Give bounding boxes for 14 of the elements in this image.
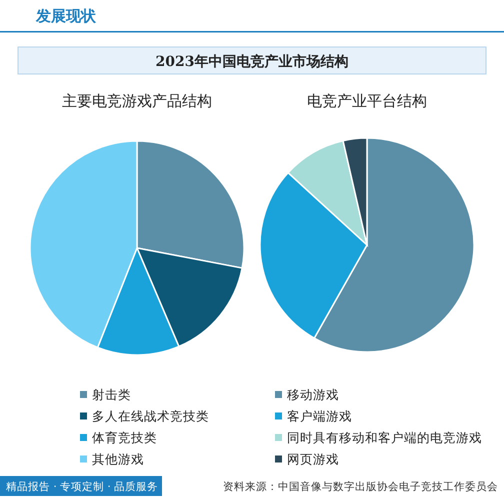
text: 发展现状 [35, 7, 97, 25]
text: 精品报告 · 专项定制 · 品质服务 [6, 480, 158, 493]
legend-label: 同时具有移动和客户端的电竞游戏 [287, 430, 482, 445]
legend-label: 移动游戏 [287, 387, 339, 402]
legend-label: 射击类 [92, 387, 131, 402]
legend-label: 客户端游戏 [287, 408, 352, 424]
chart-title: 主要电竞游戏产品结构 [62, 92, 212, 110]
legend-label: 多人在线战术竞技类 [92, 408, 209, 424]
legend-label: 网页游戏 [287, 452, 339, 466]
chart-title: 电竞产业平台结构 [307, 92, 427, 110]
legend-label: 其他游戏 [92, 452, 144, 466]
text: 资料来源：中国音像与数字出版协会电子竞技工作委员会 [223, 480, 498, 493]
legend-label: 体育竞技类 [92, 430, 157, 445]
text: 2023年中国电竞产业市场结构 [156, 53, 348, 70]
